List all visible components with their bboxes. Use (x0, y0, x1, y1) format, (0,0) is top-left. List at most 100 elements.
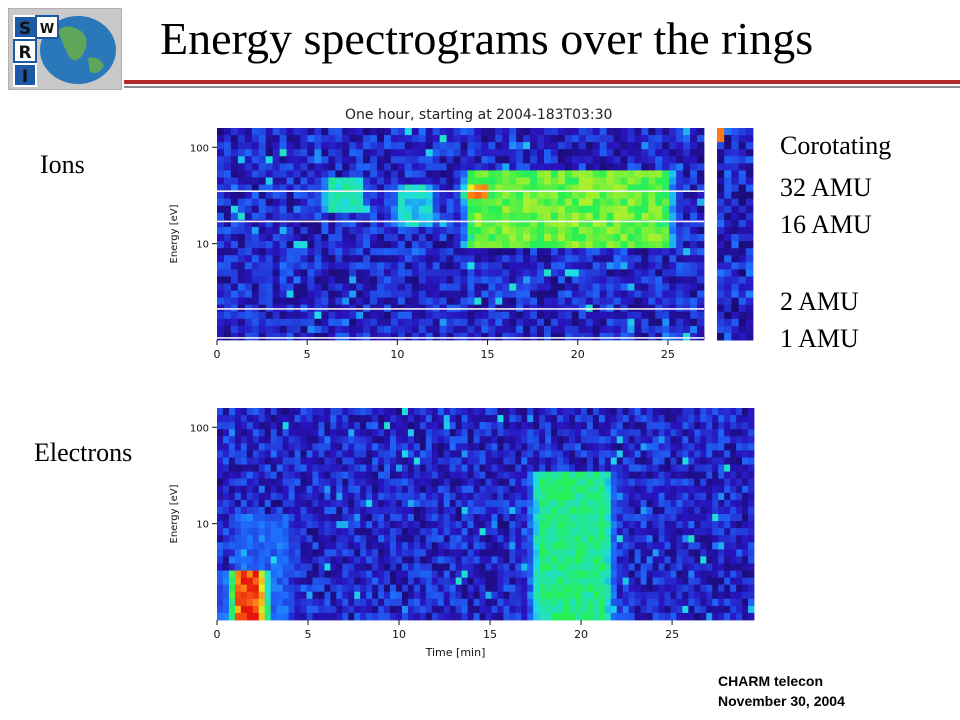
spectrogram-cell (545, 436, 552, 444)
spectrogram-cell (557, 506, 564, 515)
spectrogram-cell (509, 584, 516, 593)
spectrogram-cell (366, 471, 373, 480)
spectrogram-cell (599, 241, 607, 249)
side-panel-cell (745, 255, 754, 263)
spectrogram-cell (664, 436, 671, 444)
spectrogram-cell (646, 429, 653, 437)
spectrogram-cell (516, 311, 524, 320)
spectrogram-cell (551, 485, 558, 494)
spectrogram-cell (495, 205, 503, 214)
spectrogram-cell (264, 457, 272, 465)
spectrogram-cell (521, 577, 528, 586)
spectrogram-cell (683, 191, 691, 200)
spectrogram-cell (628, 436, 636, 444)
spectrogram-cell (293, 234, 301, 242)
spectrogram-cell (622, 478, 630, 487)
spectrogram-cell (300, 464, 307, 472)
spectrogram-cell (425, 499, 433, 508)
spectrogram-cell (545, 478, 552, 487)
spectrogram-cell (222, 436, 230, 444)
spectrogram-cell (349, 311, 357, 320)
spectrogram-cell (694, 478, 701, 487)
spectrogram-cell (613, 262, 621, 270)
spectrogram-cell (246, 584, 254, 593)
spectrogram-cell (439, 135, 447, 143)
spectrogram-cell (230, 248, 239, 256)
spectrogram-cell (419, 478, 427, 487)
spectrogram-cell (670, 591, 677, 600)
spectrogram-cell (228, 464, 236, 472)
spectrogram-cell (697, 262, 705, 270)
spectrogram-cell (690, 248, 698, 256)
spectrogram-cell (502, 191, 510, 200)
spectrogram-cell (481, 128, 489, 136)
spectrogram-cell (431, 436, 439, 444)
spectrogram-cell (307, 241, 315, 249)
spectrogram-cell (437, 457, 445, 465)
spectrogram-cell (688, 478, 695, 487)
spectrogram-cell (688, 457, 695, 465)
spectrogram-cell (569, 471, 576, 480)
spectrogram-cell (634, 205, 642, 214)
spectrogram-cell (223, 262, 232, 270)
spectrogram-cell (222, 549, 230, 557)
spectrogram-cell (521, 570, 528, 578)
spectrogram-cell (627, 156, 635, 164)
spectrogram-cell (413, 429, 421, 437)
spectrogram-cell (509, 422, 516, 430)
spectrogram-cell (360, 506, 367, 515)
spectrogram-cell (683, 311, 691, 320)
spectrogram-cell (228, 577, 236, 586)
spectrogram-cell (384, 464, 391, 472)
spectrogram-cell (569, 612, 576, 621)
spectrogram-cell (697, 248, 705, 256)
spectrogram-cell (571, 283, 580, 291)
spectrogram-cell (586, 485, 594, 494)
spectrogram-cell (495, 191, 503, 200)
spectrogram-cell (419, 521, 427, 529)
spectrogram-cell (683, 332, 691, 341)
side-panel-cell (745, 191, 754, 200)
spectrogram-cell (481, 234, 489, 242)
spectrogram-cell (664, 570, 671, 578)
spectrogram-cell (401, 506, 409, 515)
spectrogram-cell (543, 311, 552, 320)
spectrogram-cell (613, 205, 621, 214)
spectrogram-cell (537, 269, 545, 277)
spectrogram-cell (425, 584, 433, 593)
spectrogram-cell (527, 514, 534, 522)
spectrogram-cell (246, 549, 254, 557)
spectrogram-cell (641, 142, 649, 150)
spectrogram-cell (431, 499, 439, 508)
spectrogram-cell (443, 584, 451, 593)
spectrogram-cell (360, 485, 367, 494)
spectrogram-cell (578, 177, 587, 185)
side-panel-cell (724, 170, 732, 178)
spectrogram-cell (251, 276, 260, 284)
spectrogram-cell (655, 269, 663, 277)
spectrogram-cell (664, 549, 671, 557)
spectrogram-cell (330, 584, 337, 593)
spectrogram-cell (342, 191, 350, 200)
spectrogram-cell (404, 332, 413, 341)
spectrogram-cell (237, 248, 246, 256)
spectrogram-cell (533, 457, 540, 465)
spectrogram-cell (425, 262, 434, 270)
spectrogram-cell (616, 612, 624, 621)
spectrogram-cell (276, 506, 284, 515)
spectrogram-cell (628, 415, 636, 423)
y-tick-label: 100 (190, 143, 209, 154)
spectrogram-cell (616, 542, 624, 550)
spectrogram-cell (539, 478, 546, 487)
spectrogram-cell (521, 450, 528, 458)
spectrogram-cell (688, 591, 695, 600)
spectrogram-cell (682, 570, 689, 578)
spectrogram-cell (539, 422, 546, 430)
spectrogram-cell (318, 429, 325, 437)
spectrogram-cell (748, 415, 755, 423)
spectrogram-cell (622, 492, 630, 501)
spectrogram-cell (533, 570, 540, 578)
spectrogram-cell (580, 556, 588, 564)
spectrogram-cell (222, 492, 230, 501)
